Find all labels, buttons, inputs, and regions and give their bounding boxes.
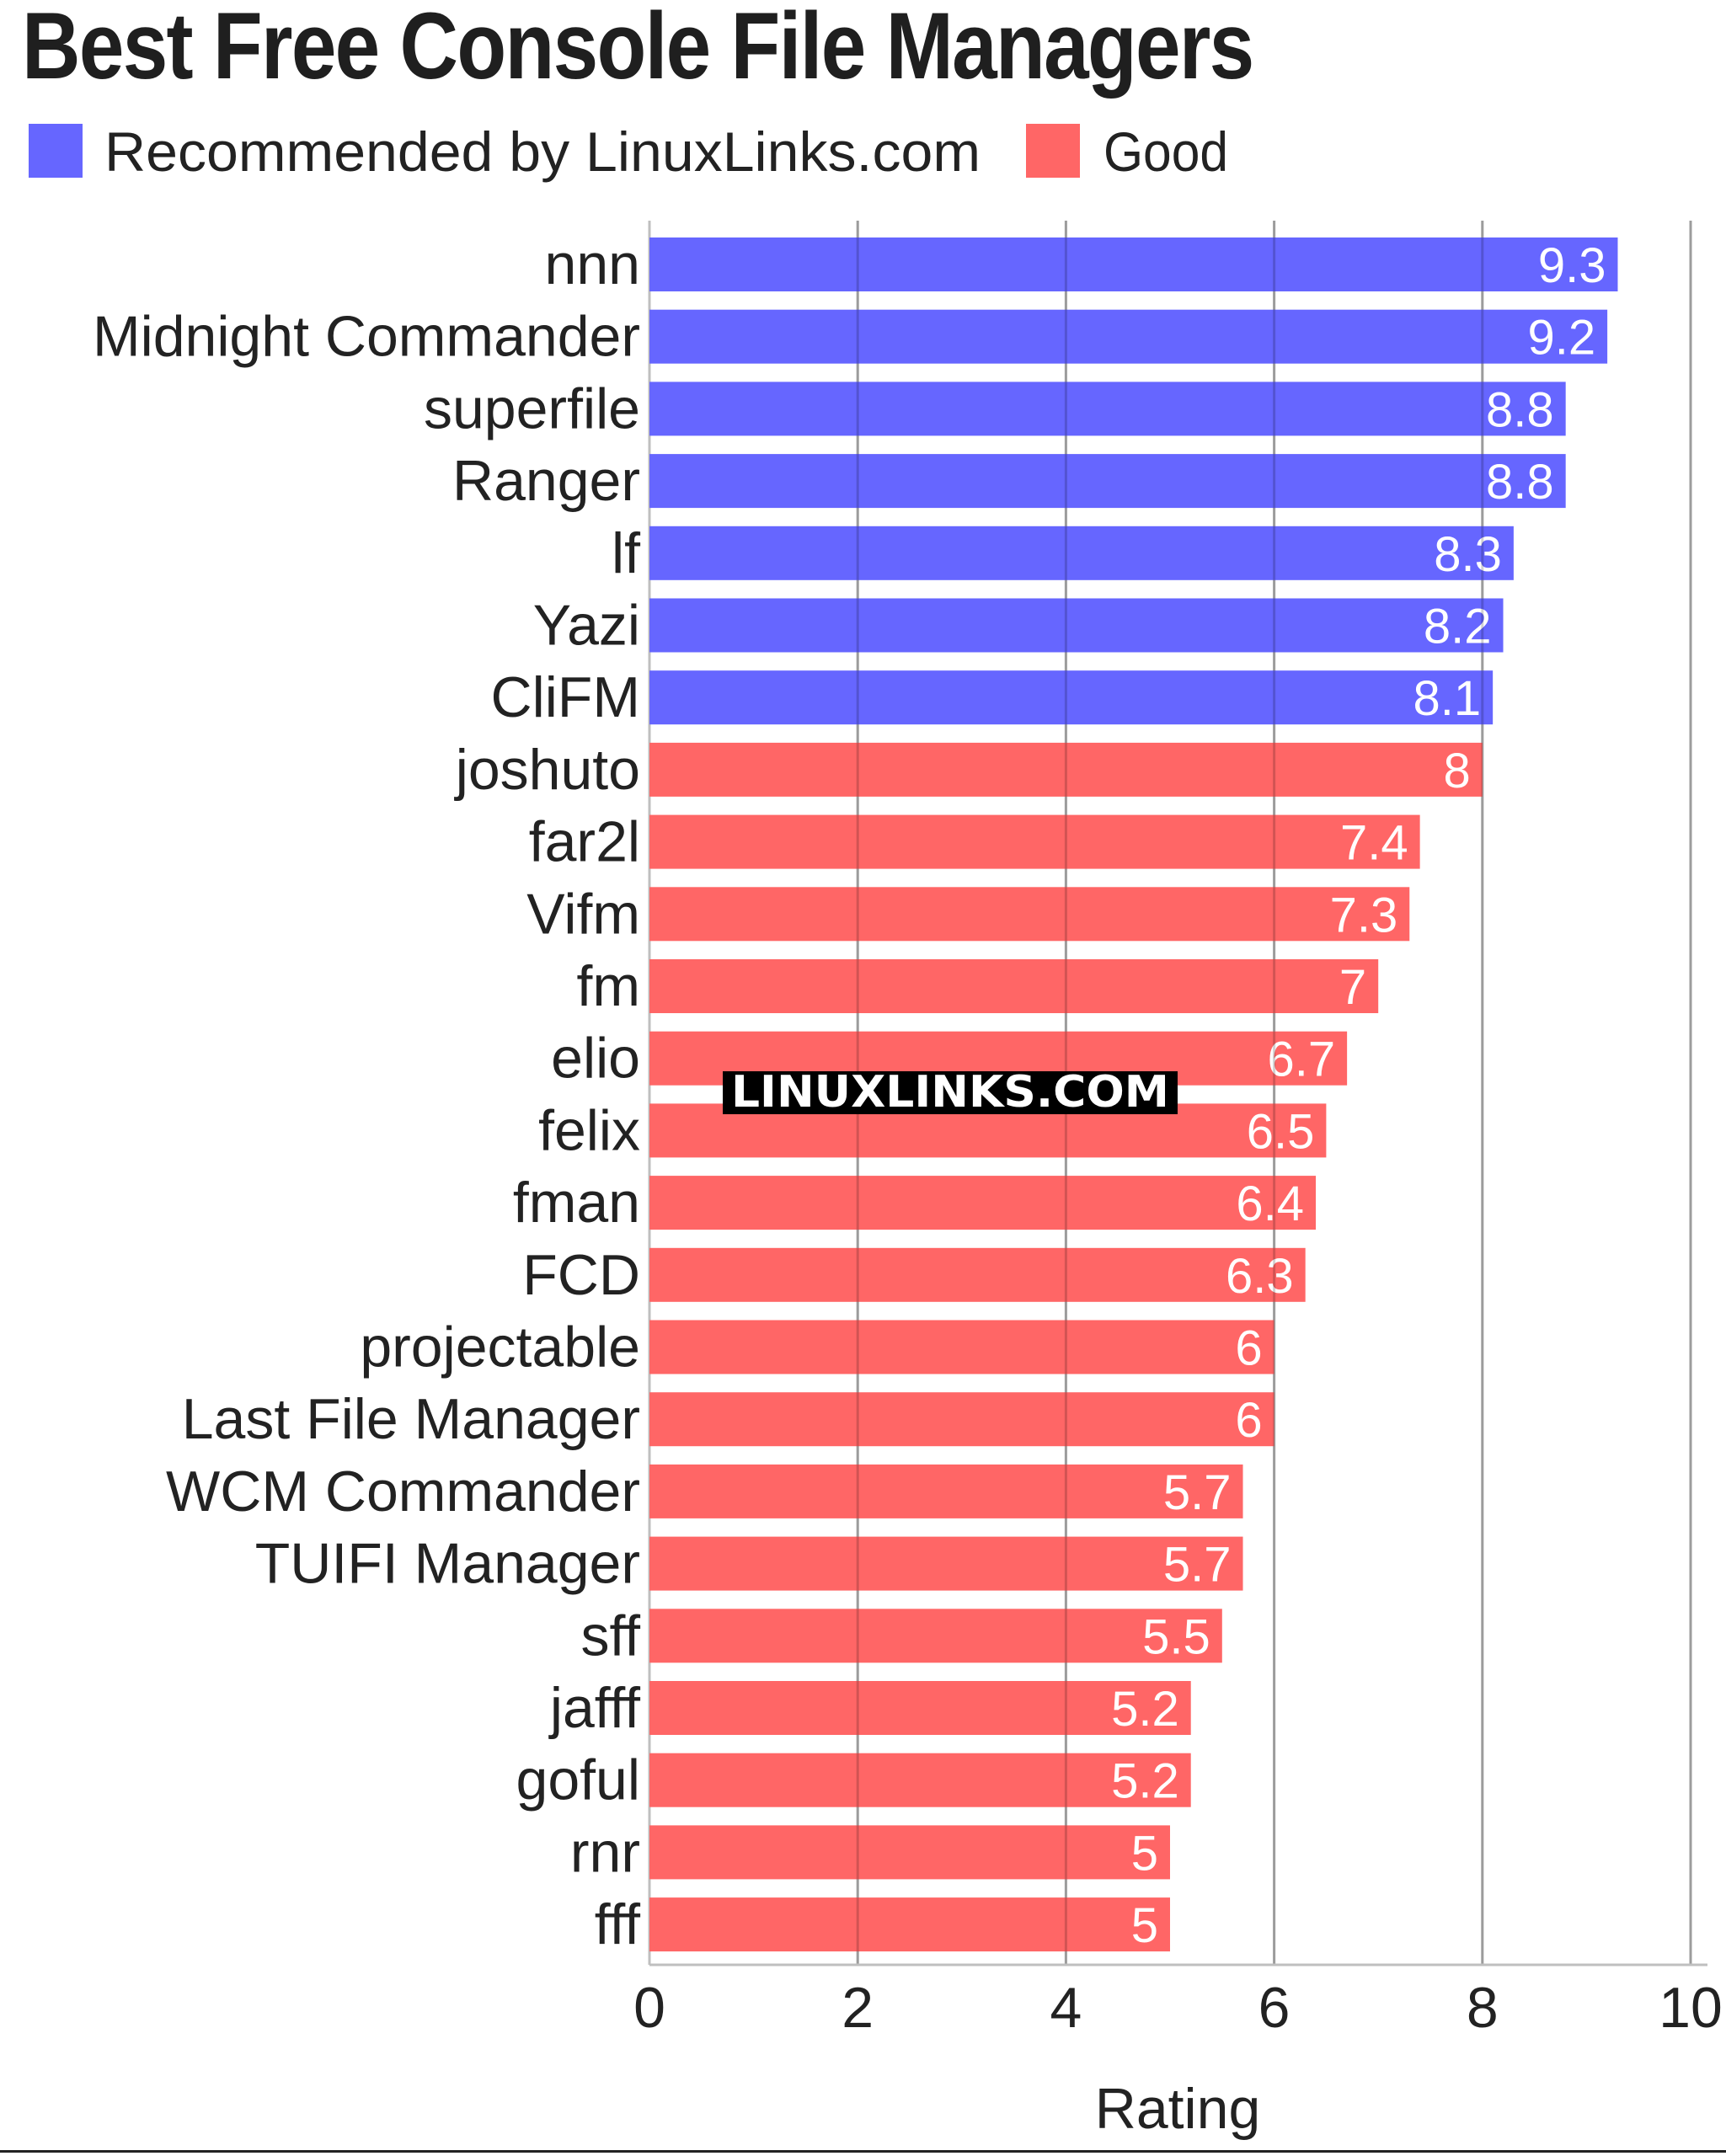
value-label-elio: 6.7 <box>1267 1033 1335 1087</box>
value-labels: 9.3 9.2 8.8 8.8 8.3 8.2 8.1 8 7.4 7.3 76.7 6.5 6.4 6.… <box>1111 238 1606 1953</box>
value-label-sff: 5.5 <box>1142 1609 1210 1664</box>
category-label-ranger: Ranger <box>452 449 640 513</box>
bar-midnight-commander <box>649 309 1608 364</box>
x-tick-label-8: 8 <box>1467 1976 1499 2040</box>
value-label-yazi: 8.2 <box>1424 600 1492 654</box>
category-label-projectable: projectable <box>360 1315 640 1380</box>
value-label-goful: 5.2 <box>1111 1754 1179 1809</box>
value-label-projectable: 6 <box>1235 1321 1262 1376</box>
category-label-superfile: superfile <box>424 376 640 440</box>
legend-label-good: Good <box>1103 120 1228 183</box>
x-tick-label-10: 10 <box>1659 1976 1723 2040</box>
category-label-lf: lf <box>612 521 640 585</box>
bar-wcm-commander <box>649 1464 1243 1518</box>
bar-fff <box>649 1897 1170 1952</box>
category-label-last-file-manager: Last File Manager <box>182 1387 640 1451</box>
value-label-fff: 5 <box>1131 1898 1158 1953</box>
category-labels: nnn Midnight Commander superfile Ranger lf Ya… <box>93 232 640 1956</box>
value-label-tuifi-manager: 5.7 <box>1163 1538 1232 1593</box>
value-label-superfile: 8.8 <box>1486 382 1554 437</box>
legend-label-recommended-by-linuxlinks-com: Recommended by LinuxLinks.com <box>104 120 981 183</box>
value-label-ranger: 8.8 <box>1486 455 1554 510</box>
x-axis-title: Rating <box>1095 2077 1261 2141</box>
value-label-midnight-commander: 9.2 <box>1527 311 1595 366</box>
watermark-text: LINUXLINKS.COM <box>731 1067 1169 1118</box>
bars <box>649 237 1618 1952</box>
category-label-far2l: far2l <box>529 810 640 874</box>
x-tick-label-6: 6 <box>1258 1976 1290 2040</box>
x-tick-label-2: 2 <box>842 1976 874 2040</box>
bar-fm <box>649 959 1379 1013</box>
category-label-sff: sff <box>580 1604 640 1668</box>
legend-swatch-recommended-by-linuxlinks-com <box>29 124 83 178</box>
category-label-midnight-commander: Midnight Commander <box>93 305 640 369</box>
category-label-tuifi-manager: TUIFI Manager <box>255 1532 640 1596</box>
bar-clifm <box>649 670 1494 725</box>
bar-tuifi-manager <box>649 1536 1243 1591</box>
value-label-fm: 7 <box>1339 960 1366 1015</box>
bar-projectable <box>649 1320 1274 1374</box>
x-tick-label-0: 0 <box>633 1976 665 2040</box>
category-label-fman: fman <box>513 1171 640 1235</box>
category-label-fm: fm <box>576 954 640 1018</box>
value-label-nnn: 9.3 <box>1538 238 1606 293</box>
bar-ranger <box>649 454 1566 509</box>
category-label-jafff: jafff <box>548 1676 640 1740</box>
value-label-lf: 8.3 <box>1434 527 1502 582</box>
bar-yazi <box>649 598 1504 653</box>
chart-legend: Recommended by LinuxLinks.com Good <box>29 120 1228 183</box>
value-label-rnr: 5 <box>1131 1826 1158 1881</box>
category-label-clifm: CliFM <box>490 665 640 729</box>
bar-sff <box>649 1609 1222 1663</box>
bar-lf <box>649 526 1514 580</box>
value-label-wcm-commander: 5.7 <box>1163 1465 1232 1520</box>
category-label-yazi: Yazi <box>533 594 640 658</box>
category-label-joshuto: joshuto <box>454 738 640 802</box>
bar-superfile <box>649 382 1566 436</box>
value-label-clifm: 8.1 <box>1413 671 1482 726</box>
category-label-felix: felix <box>538 1098 640 1162</box>
bar-fcd <box>649 1247 1306 1302</box>
watermark: LINUXLINKS.COM <box>723 1067 1178 1118</box>
value-label-joshuto: 8 <box>1444 744 1471 798</box>
value-label-felix: 6.5 <box>1247 1104 1315 1159</box>
value-label-fman: 6.4 <box>1236 1177 1304 1231</box>
bar-jafff <box>649 1681 1191 1735</box>
bar-rnr <box>649 1825 1170 1880</box>
category-label-vifm: Vifm <box>526 882 640 946</box>
x-axis: 0 2 4 6 8 10 Rating <box>633 1963 1723 2141</box>
category-label-fcd: FCD <box>522 1243 640 1307</box>
x-tick-label-4: 4 <box>1050 1976 1082 2040</box>
value-label-last-file-manager: 6 <box>1235 1393 1262 1448</box>
bar-last-file-manager <box>649 1392 1274 1447</box>
value-label-jafff: 5.2 <box>1111 1682 1179 1737</box>
category-label-goful: goful <box>516 1748 640 1812</box>
bar-joshuto <box>649 742 1483 797</box>
category-label-fff: fff <box>595 1892 640 1956</box>
bar-fman <box>649 1176 1317 1230</box>
value-label-fcd: 6.3 <box>1226 1249 1294 1304</box>
category-label-elio: elio <box>551 1027 640 1091</box>
category-label-nnn: nnn <box>545 232 640 296</box>
value-label-far2l: 7.4 <box>1340 816 1408 871</box>
legend-swatch-good <box>1026 124 1080 178</box>
bottom-rule <box>0 2150 1726 2153</box>
bar-nnn <box>649 237 1618 291</box>
bar-goful <box>649 1753 1191 1807</box>
watermark-background <box>723 1071 1178 1114</box>
bar-vifm <box>649 887 1410 942</box>
category-label-rnr: rnr <box>570 1820 640 1884</box>
bar-far2l <box>649 814 1420 869</box>
value-label-vifm: 7.3 <box>1330 888 1398 942</box>
chart-title: Best Free Console File Managers <box>22 0 1254 99</box>
category-label-wcm-commander: WCM Commander <box>166 1460 640 1524</box>
